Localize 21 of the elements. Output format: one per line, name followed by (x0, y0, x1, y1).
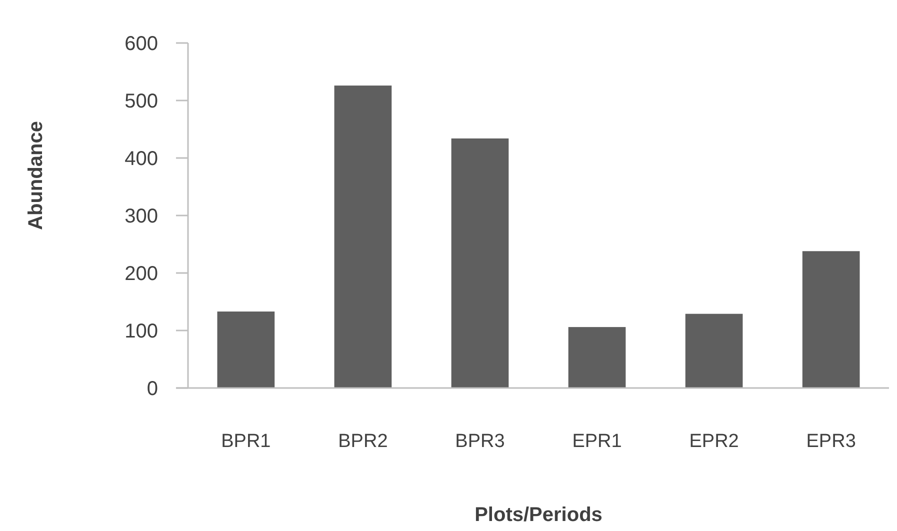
y-tick-label: 100 (124, 320, 158, 342)
y-tick-label: 600 (124, 33, 158, 55)
y-axis-title: Abundance (25, 121, 47, 230)
x-tick-label: BPR3 (455, 431, 505, 452)
x-tick-label: BPR2 (338, 431, 388, 452)
x-axis-title: Plots/Periods (474, 504, 602, 526)
y-tick-label: 0 (146, 378, 158, 400)
x-tick-label: EPR2 (689, 431, 739, 452)
y-tick-label: 300 (124, 206, 158, 228)
x-tick-label: EPR1 (572, 431, 622, 452)
y-tick-label: 500 (124, 90, 158, 112)
x-tick-label: BPR1 (221, 431, 271, 452)
bar (568, 327, 626, 388)
bar (685, 314, 743, 388)
x-tick-label: EPR3 (806, 431, 856, 452)
bar (451, 138, 509, 388)
bar (802, 251, 860, 388)
bar (217, 312, 275, 388)
y-tick-label: 400 (124, 148, 158, 170)
y-tick-label: 200 (124, 263, 158, 285)
bar (334, 86, 392, 388)
